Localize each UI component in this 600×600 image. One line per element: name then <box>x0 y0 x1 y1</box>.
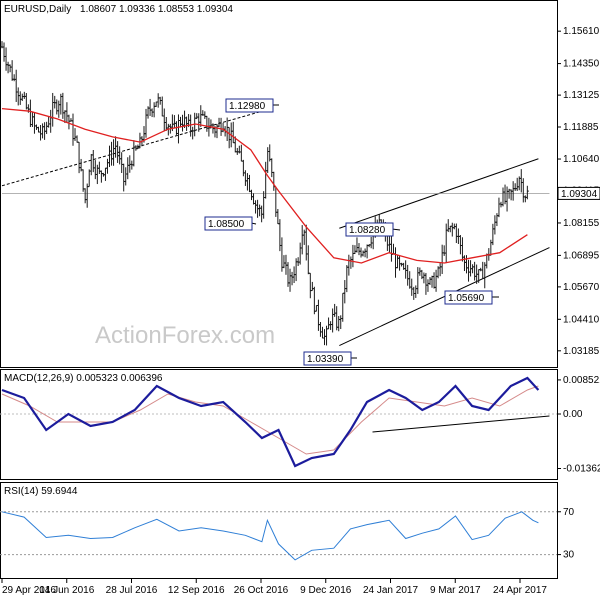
last-price-marker: 1.09304 <box>557 186 600 200</box>
date-tick-label: 14 Jun 2016 <box>39 585 94 596</box>
macd-title: MACD(12,26,9) 0.005323 0.006396 <box>4 373 163 384</box>
macd-tick-label: 0.00 <box>563 409 583 420</box>
rsi-tick-label: 70 <box>563 507 575 518</box>
date-tick-label: 9 Dec 2016 <box>300 585 352 596</box>
price-tick-label: 1.11885 <box>563 122 599 133</box>
annotation-label: 1.08280 <box>349 225 386 236</box>
ohlc-values: 1.08607 1.09336 1.08553 1.09304 <box>80 4 233 15</box>
ma-line <box>1 107 528 264</box>
last-price-box <box>557 186 600 200</box>
macd-main-line <box>1 376 540 468</box>
date-tick-label: 24 Apr 2017 <box>493 585 547 596</box>
rsi-series <box>0 511 557 561</box>
price-tick-label: 1.03185 <box>563 346 600 357</box>
rsi-axis-ticks: 70 30 <box>557 507 575 561</box>
price-axis-ticks: 1.156101.143501.131251.118851.106401.094… <box>557 26 600 357</box>
annotation-box <box>204 216 253 231</box>
rsi-tick-label: 30 <box>563 550 575 561</box>
date-tick-label: 24 Jan 2017 <box>363 585 418 596</box>
price-tick-label: 1.13125 <box>563 90 600 101</box>
macd-signal-line <box>1 385 539 455</box>
annotation-box <box>225 98 274 113</box>
price-tick-label: 1.06895 <box>563 250 600 261</box>
main-panel-frame <box>0 0 558 368</box>
date-tick-label: 29 Apr 2016 <box>2 585 56 596</box>
last-price-label: 1.09304 <box>561 189 598 200</box>
date-tick-label: 12 Sep 2016 <box>168 585 225 596</box>
price-tick-label: 1.14350 <box>563 59 600 70</box>
rsi-title: RSI(14) 59.6944 <box>4 486 78 497</box>
price-tick-label: 1.15610 <box>563 26 600 37</box>
price-annotations: 1.12980 1.08500 1.08280 1.05690 1.03390 <box>204 98 499 366</box>
symbol-title: EURUSD,Daily <box>4 4 71 15</box>
price-tick-label: 1.08155 <box>563 218 600 229</box>
date-tick-label: 26 Oct 2016 <box>234 585 289 596</box>
macd-tick-label: 0.008521 <box>563 375 600 386</box>
chart-title: EURUSD,Daily 1.08607 1.09336 1.08553 1.0… <box>4 4 233 15</box>
dashed-trend-line <box>1 110 263 187</box>
rsi-panel-frame <box>0 482 558 579</box>
price-bars <box>0 41 529 346</box>
date-tick-label: 28 Jul 2016 <box>106 585 158 596</box>
annotation-label: 1.12980 <box>229 101 266 112</box>
annotation-label: 1.05690 <box>448 293 485 304</box>
price-tick-label: 1.10640 <box>563 154 600 165</box>
channel-line <box>339 247 550 346</box>
macd-tick-label: -0.013624 <box>563 463 600 474</box>
price-tick-label: 1.04410 <box>563 314 600 325</box>
macd-panel-frame <box>0 369 558 480</box>
trend-lines <box>1 110 550 346</box>
annotation-label: 1.08500 <box>208 219 245 230</box>
annotation-box <box>444 290 493 305</box>
price-tick-label: 1.05670 <box>563 282 600 293</box>
moving-average <box>1 107 528 264</box>
watermark: ActionForex.com <box>95 322 275 349</box>
macd-series <box>0 376 557 468</box>
macd-support-line <box>372 415 550 433</box>
date-tick-label: 9 Mar 2017 <box>430 585 481 596</box>
macd-axis-ticks: 0.008521 0.00 -0.013624 <box>557 375 600 474</box>
rsi-line <box>1 511 539 561</box>
annotation-box <box>345 222 394 237</box>
annotation-label: 1.03390 <box>307 354 344 365</box>
annotation-box <box>303 351 352 366</box>
